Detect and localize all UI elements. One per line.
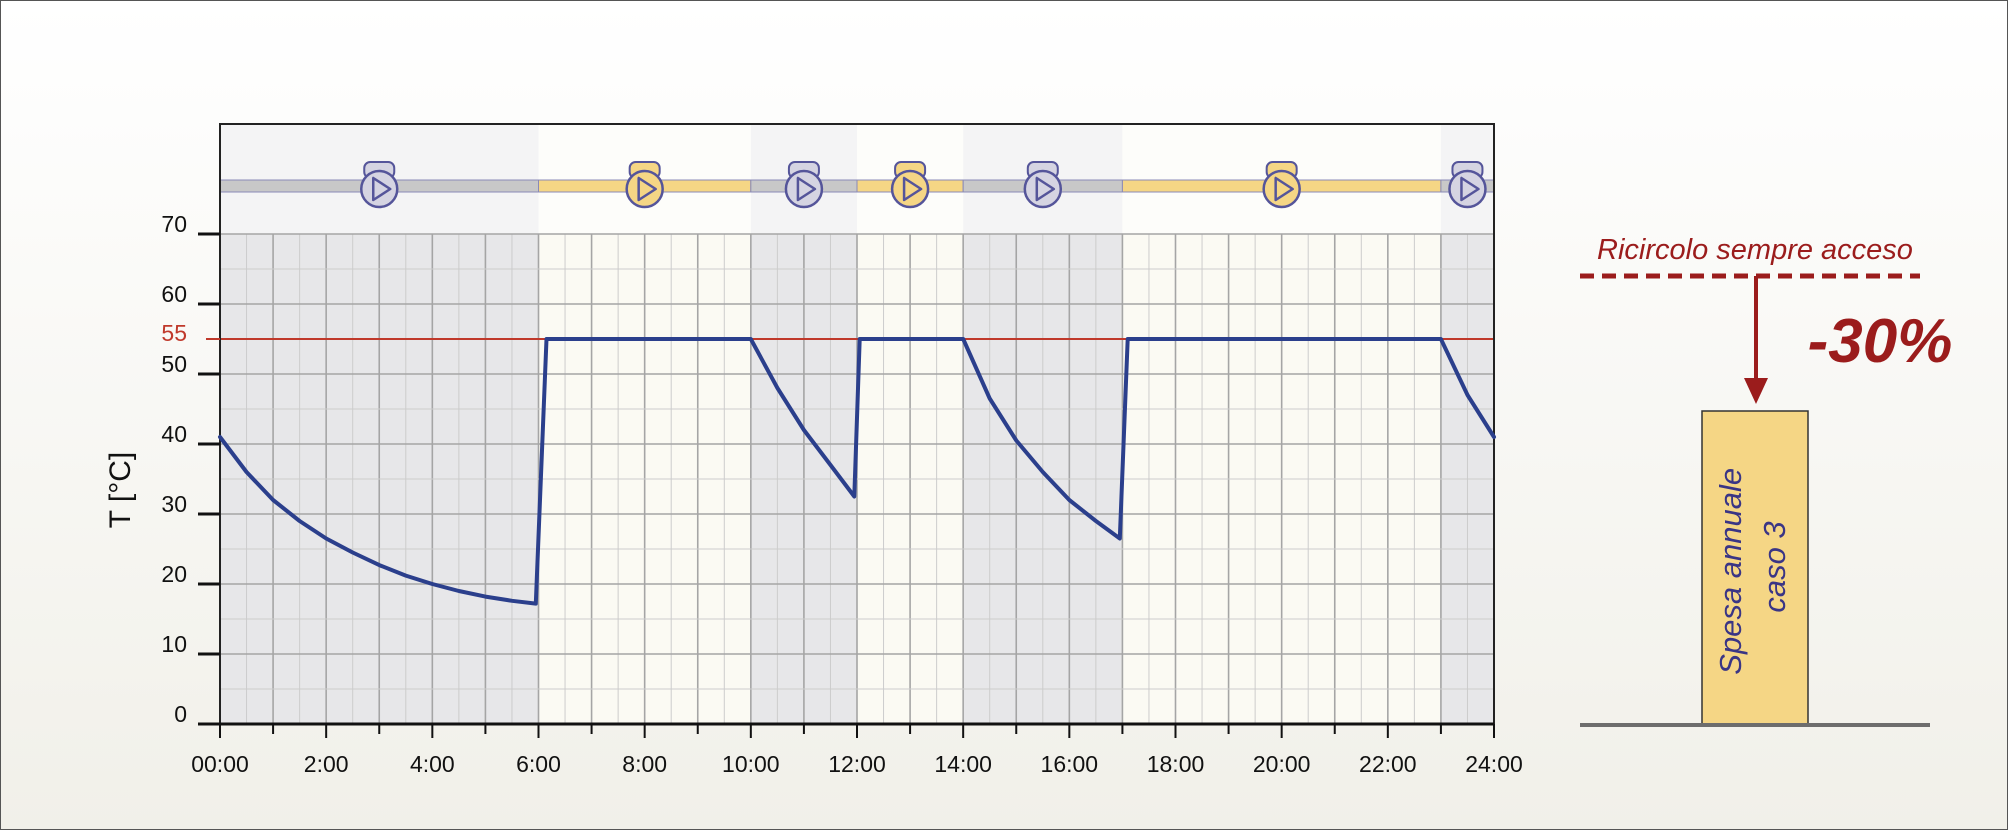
- y-tick-label: 20: [161, 561, 187, 587]
- x-tick-label: 14:00: [934, 751, 992, 777]
- comparison-panel: Ricircolo sempre acceso -30% Spesa annua…: [1580, 234, 1953, 727]
- pump-icon: [1023, 161, 1063, 209]
- setpoint-label: 55: [161, 320, 187, 346]
- temperature-series-line: [218, 337, 1496, 606]
- reduction-label: -30%: [1808, 307, 1953, 376]
- pump-icon: [784, 161, 824, 209]
- pump-strip-background: [220, 124, 1494, 234]
- pump-icon: [360, 161, 399, 209]
- x-tick-label: 18:00: [1147, 751, 1205, 777]
- y-tick-label: 0: [174, 701, 187, 727]
- x-tick-label: 8:00: [622, 751, 667, 777]
- y-tick-label: 50: [161, 351, 187, 377]
- pump-icon: [1262, 161, 1301, 209]
- axes: 00:00 2:00 4:00 6:00 8:00 10:00 12:00 14:00 16:0…: [161, 123, 1523, 777]
- y-tick-label: 10: [161, 631, 187, 657]
- x-tick-label: 6:00: [516, 751, 561, 777]
- x-tick-label: 24:00: [1465, 751, 1523, 777]
- x-tick-label: 22:00: [1359, 751, 1417, 777]
- cost-bar-label-line1: Spesa annuale: [1713, 468, 1748, 675]
- y-tick-label: 40: [161, 421, 187, 447]
- pump-icon: [625, 161, 664, 209]
- series-layer: [218, 337, 1496, 606]
- y-axis-label: T [°C]: [104, 452, 137, 528]
- y-tick-label: 60: [161, 281, 187, 307]
- x-tick-label: 20:00: [1253, 751, 1311, 777]
- cost-bar-label: Spesa annuale caso 3: [1713, 459, 1792, 674]
- y-tick-label: 70: [161, 211, 187, 237]
- x-tick-label: 2:00: [304, 751, 349, 777]
- x-tick-label: 00:00: [191, 751, 249, 777]
- pump-strip: [219, 161, 1495, 209]
- x-tick-label: 4:00: [410, 751, 455, 777]
- reduction-arrow-head: [1744, 378, 1768, 404]
- cost-bar-label-line2: caso 3: [1757, 521, 1792, 612]
- x-tick-label: 10:00: [722, 751, 780, 777]
- pump-icon: [1448, 161, 1487, 209]
- x-tick-label: 12:00: [828, 751, 886, 777]
- annual-cost-bar: [1701, 410, 1809, 725]
- y-tick-label: 30: [161, 491, 187, 517]
- pump-icon: [890, 161, 930, 209]
- x-tick-label: 16:00: [1041, 751, 1099, 777]
- always-on-label: Ricircolo sempre acceso: [1597, 234, 1913, 266]
